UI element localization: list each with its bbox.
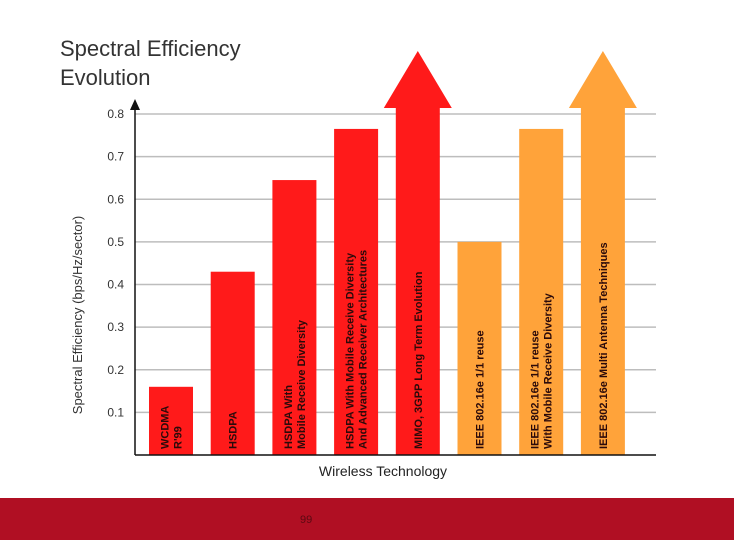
bar bbox=[519, 128, 564, 455]
bar bbox=[457, 241, 502, 455]
bar-label: HSDPA With bbox=[283, 385, 295, 449]
y-tick-label: 0.7 bbox=[107, 150, 124, 164]
chart-title-line-1: Spectral Efficiency bbox=[60, 36, 241, 61]
bar-label: MIMO, 3GPP Long Term Evolution bbox=[413, 271, 425, 449]
y-tick-label: 0.6 bbox=[107, 192, 124, 206]
bar-label: Mobile Receive Diversity bbox=[296, 319, 308, 449]
bar bbox=[272, 180, 317, 455]
bar bbox=[149, 386, 193, 455]
bar bbox=[334, 128, 379, 455]
spectral-efficiency-chart: WCDMA R'99 HSDPA HSDPA With Mobile Receive D… bbox=[60, 36, 656, 479]
y-tick-label: 0.3 bbox=[107, 320, 124, 334]
y-tick-label: 0.1 bbox=[107, 405, 124, 419]
y-tick-label: 0.5 bbox=[107, 235, 124, 249]
bar-label: With Mobile Receive Diversity bbox=[543, 292, 555, 449]
y-tick-label: 0.8 bbox=[107, 107, 124, 121]
bar-label: HSDPA With Mobile Receive Diversity bbox=[345, 252, 357, 449]
x-axis-label: Wireless Technology bbox=[319, 463, 447, 479]
footer-bar: 99 bbox=[0, 498, 734, 540]
bar-label: And Advanced Receiver Architectures bbox=[358, 250, 370, 449]
y-tick-labels: 0.1 0.2 0.3 0.4 0.5 0.6 0.7 0.8 bbox=[107, 107, 124, 419]
bar-arrow bbox=[568, 51, 637, 455]
bar-arrow bbox=[383, 51, 452, 455]
bar-label: IEEE 802.16e 1/1 reuse bbox=[475, 330, 487, 449]
bars: WCDMA R'99 HSDPA HSDPA With Mobile Receive D… bbox=[149, 51, 637, 455]
y-tick-label: 0.2 bbox=[107, 363, 124, 377]
y-axis-label: Spectral Efficiency (bps/Hz/sector) bbox=[70, 216, 85, 414]
bar-label: R'99 bbox=[173, 426, 185, 449]
page-number: 99 bbox=[300, 514, 313, 526]
y-tick-label: 0.4 bbox=[107, 278, 124, 292]
bar-label: WCDMA bbox=[160, 406, 172, 449]
y-axis-arrowhead bbox=[130, 99, 140, 110]
bar bbox=[210, 271, 255, 455]
axes bbox=[130, 99, 656, 456]
bar-label: IEEE 802.16e Multi Antenna Techniques bbox=[598, 242, 610, 449]
bar-label: HSDPA bbox=[228, 411, 240, 449]
bar-label: IEEE 802.16e 1/1 reuse bbox=[530, 330, 542, 449]
chart-title-line-2: Evolution bbox=[60, 65, 151, 90]
